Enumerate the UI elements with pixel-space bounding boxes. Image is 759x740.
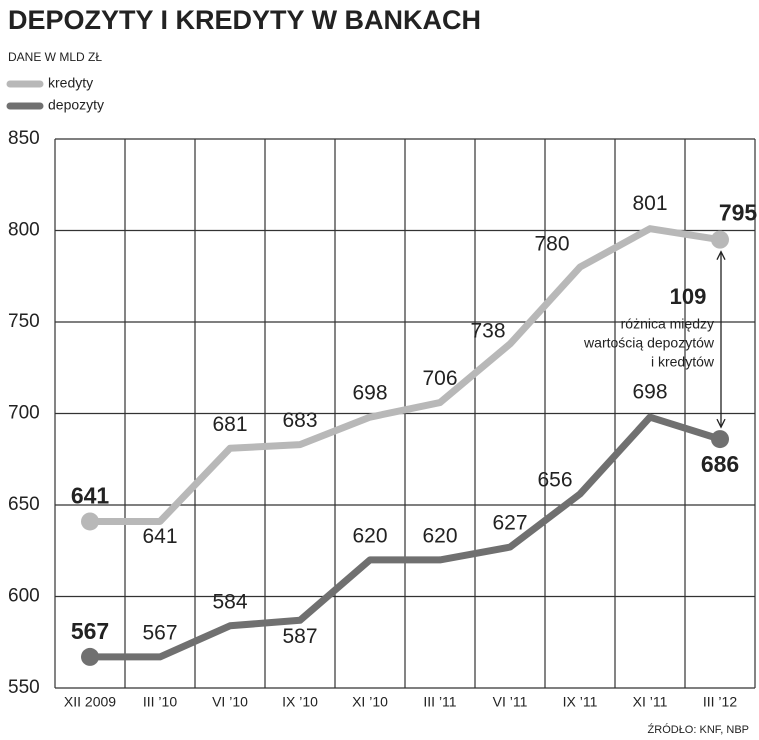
x-tick-label: VI ’10 bbox=[212, 694, 248, 710]
data-label: 627 bbox=[492, 512, 527, 535]
line bbox=[90, 225, 721, 525]
data-label: 780 bbox=[534, 233, 569, 256]
y-tick-label: 650 bbox=[8, 494, 40, 515]
data-label: 738 bbox=[470, 320, 505, 343]
data-label: 567 bbox=[71, 618, 109, 644]
data-label: 683 bbox=[282, 409, 317, 432]
data-label: 641 bbox=[142, 525, 177, 548]
data-label: 686 bbox=[701, 451, 739, 477]
end-marker bbox=[711, 230, 729, 249]
y-tick-label: 600 bbox=[8, 586, 40, 607]
end-marker bbox=[711, 430, 729, 449]
source: ŹRÓDŁO: KNF, NBP bbox=[648, 723, 749, 736]
y-tick-label: 750 bbox=[8, 311, 40, 332]
y-tick-label: 800 bbox=[8, 220, 40, 241]
x-tick-label: XI ’11 bbox=[633, 694, 668, 710]
arrow-head bbox=[716, 418, 726, 429]
y-tick-label: 700 bbox=[8, 403, 40, 424]
x-tick-label: III ’10 bbox=[143, 694, 177, 710]
data-label: 584 bbox=[212, 590, 247, 613]
legend-label: kredyty bbox=[48, 75, 93, 91]
x-tick-label: III ’12 bbox=[703, 694, 737, 710]
data-label: 656 bbox=[537, 469, 572, 492]
x-tick-label: XI ’10 bbox=[352, 694, 388, 710]
data-label: 620 bbox=[422, 524, 457, 547]
y-tick-label: 550 bbox=[8, 677, 40, 698]
data-label: 706 bbox=[422, 367, 457, 390]
x-tick-label: III ’11 bbox=[423, 694, 456, 710]
data-label: 801 bbox=[632, 192, 667, 215]
annotation-text: różnica między bbox=[621, 316, 714, 332]
y-tick-label: 850 bbox=[8, 128, 40, 149]
chart-title: DEPOZYTY I KREDYTY W BANKACH bbox=[8, 5, 481, 35]
data-label: 587 bbox=[282, 625, 317, 648]
x-tick-label: XII 2009 bbox=[64, 694, 116, 710]
end-marker bbox=[81, 512, 99, 531]
difference-value: 109 bbox=[670, 284, 707, 309]
end-marker bbox=[81, 647, 99, 666]
arrow-head bbox=[716, 250, 726, 260]
data-label: 620 bbox=[352, 524, 387, 547]
data-label: 681 bbox=[212, 413, 247, 436]
line bbox=[90, 413, 722, 661]
x-tick-label: IX ’11 bbox=[563, 694, 598, 710]
x-tick-label: IX ’10 bbox=[282, 694, 318, 710]
chart-subtitle: DANE W MLD ZŁ bbox=[8, 50, 102, 64]
data-label: 795 bbox=[719, 200, 758, 226]
data-label: 567 bbox=[142, 621, 177, 644]
annotation-text: wartością depozytów bbox=[583, 335, 715, 351]
annotation-text: i kredytów bbox=[651, 354, 715, 370]
legend-label: depozyty bbox=[48, 97, 104, 113]
data-label: 698 bbox=[632, 381, 667, 404]
x-tick-label: VI ’11 bbox=[493, 694, 528, 710]
data-label: 641 bbox=[71, 483, 110, 509]
data-label: 698 bbox=[352, 382, 387, 405]
